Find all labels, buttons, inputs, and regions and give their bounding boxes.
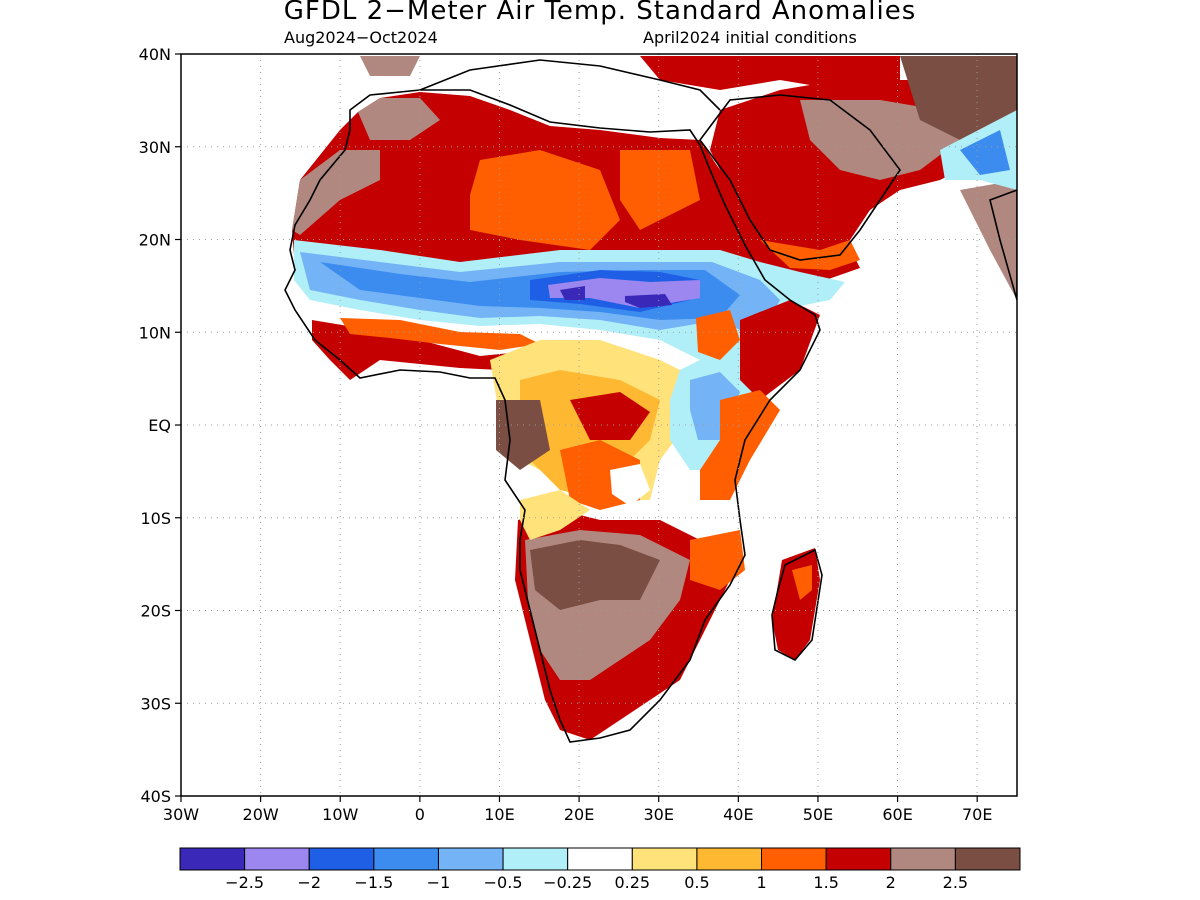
lon-label: 70E [962, 805, 992, 824]
lat-label: 10N [139, 323, 171, 342]
lat-label: 10S [140, 509, 171, 528]
legend-label: −0.25 [543, 873, 592, 892]
legend-label: −0.5 [484, 873, 523, 892]
madagascar-coastline [771, 548, 823, 661]
forecast-period: Aug2024−Oct2024 [284, 28, 438, 47]
latitude-axis: 40N 30N 20N 10N EQ 10S 20S 30S 40S [139, 45, 181, 806]
lat-label: 30N [139, 138, 171, 157]
lon-label: 40E [723, 805, 753, 824]
sahel-indigo-1 [560, 286, 585, 300]
angola-yellow [520, 490, 590, 540]
legend-swatch [373, 847, 439, 871]
legend-label: 2 [886, 873, 896, 892]
iran-brown [900, 56, 1017, 140]
sahel-indigo-2 [625, 294, 672, 308]
europe-red [640, 56, 900, 90]
longitude-axis: 30W 20W 10W 0 10E 20E 30E 40E 50E 60E 70E [163, 796, 992, 824]
legend-label: 0.5 [684, 873, 709, 892]
legend-swatch [631, 847, 698, 871]
arabia-coastline [699, 94, 901, 261]
legend-label: −1.5 [354, 873, 393, 892]
sahara-orange-east [620, 150, 700, 230]
legend-label: 1 [756, 873, 766, 892]
lat-label: 40S [140, 787, 171, 806]
congo-brown [496, 400, 550, 470]
guinea-coast-orange [340, 318, 540, 350]
india-coastline [989, 189, 1017, 301]
southern-africa-dark-brown [530, 540, 660, 610]
legend-swatch [244, 847, 310, 871]
mediterranean-coast [419, 59, 721, 111]
legend-swatch [761, 847, 827, 871]
graticule [181, 54, 1017, 796]
legend-swatch [308, 847, 375, 871]
lon-label: 20W [243, 805, 279, 824]
legend-swatch [502, 847, 569, 871]
legend-label: −2 [297, 873, 321, 892]
initial-conditions: April2024 initial conditions [643, 28, 857, 47]
legend-swatch [437, 847, 504, 871]
lat-label: 20S [140, 602, 171, 621]
legend-label: −1 [427, 873, 451, 892]
legend-swatch [825, 847, 892, 871]
anomaly-field [292, 56, 1017, 740]
sahara-orange-core [470, 150, 620, 250]
legend-label: 0.25 [614, 873, 650, 892]
legend-swatch [567, 847, 633, 871]
madagascar-orange [792, 565, 812, 600]
lat-label: 40N [139, 45, 171, 64]
legend-swatch [179, 847, 246, 871]
india-brown [960, 180, 1017, 300]
horn-red [740, 300, 820, 400]
east-africa-blue [690, 372, 740, 440]
africa-coastline [284, 89, 821, 743]
ethiopia-orange [696, 310, 740, 360]
congo-white [610, 464, 650, 506]
legend-swatch [696, 847, 763, 871]
arabia-sea-coast-orange [760, 240, 860, 270]
chart-title: GFDL 2−Meter Air Temp. Standard Anomalie… [283, 0, 917, 26]
legend-label: −2.5 [225, 873, 264, 892]
lat-label: 20N [139, 231, 171, 250]
color-legend: −2.5 −2 −1.5 −1 −0.5 −0.25 0.25 0.5 1 1.5 2 2.5 [179, 847, 1021, 892]
lon-label: 50E [803, 805, 833, 824]
coastlines [284, 59, 1017, 743]
lon-label: 10W [322, 805, 358, 824]
lon-label: 0 [415, 805, 425, 824]
legend-swatch [954, 847, 1021, 871]
lon-label: 60E [882, 805, 912, 824]
lat-label: 30S [140, 694, 171, 713]
lon-label: 20E [564, 805, 594, 824]
lat-label: EQ [148, 416, 171, 435]
pakistan-blue-core [960, 130, 1010, 175]
europe-brown [360, 56, 420, 76]
sahara-brown-west [292, 150, 380, 235]
legend-swatch [890, 847, 956, 871]
central-africa-red [570, 392, 650, 440]
lon-label: 30W [163, 805, 199, 824]
legend-label: 2.5 [943, 873, 968, 892]
lon-label: 30E [643, 805, 673, 824]
lon-label: 10E [484, 805, 514, 824]
mozambique-orange [690, 530, 745, 590]
legend-label: 1.5 [813, 873, 838, 892]
